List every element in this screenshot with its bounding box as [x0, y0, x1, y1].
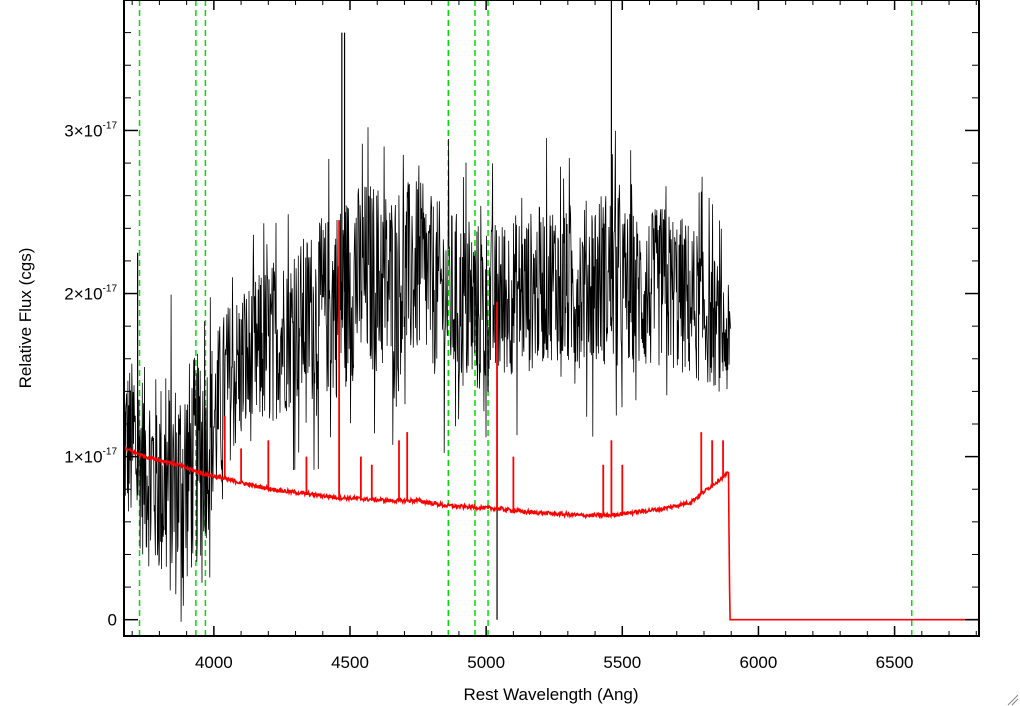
resize-grip-icon [1007, 694, 1019, 706]
x-tick-label-5: 6500 [876, 653, 914, 672]
x-tick-label-3: 5500 [603, 653, 641, 672]
x-tick-label-2: 5000 [467, 653, 505, 672]
y-tick-label-3: 3×10-17 [64, 120, 117, 140]
y-axis-title: Relative Flux (cgs) [16, 248, 35, 389]
x-tick-label-4: 6000 [740, 653, 778, 672]
axis-ticks [124, 0, 979, 636]
plot-frame [123, 0, 980, 637]
y-tick-label-2: 2×10-17 [64, 284, 117, 304]
tick-labels: 4000 4500 5000 5500 6000 6500 0 1×10-17 2×10-17 3… [64, 120, 913, 672]
series-1-line [123, 445, 979, 621]
x-tick-label-1: 4500 [331, 653, 369, 672]
y-tick-label-1: 1×10-17 [64, 447, 117, 467]
x-axis-title: Rest Wavelength (Ang) [463, 685, 638, 704]
x-tick-label-0: 4000 [195, 653, 233, 672]
series-0-line [123, 127, 732, 622]
series-layer [123, 0, 979, 622]
y-tick-label-0: 0 [108, 611, 117, 630]
